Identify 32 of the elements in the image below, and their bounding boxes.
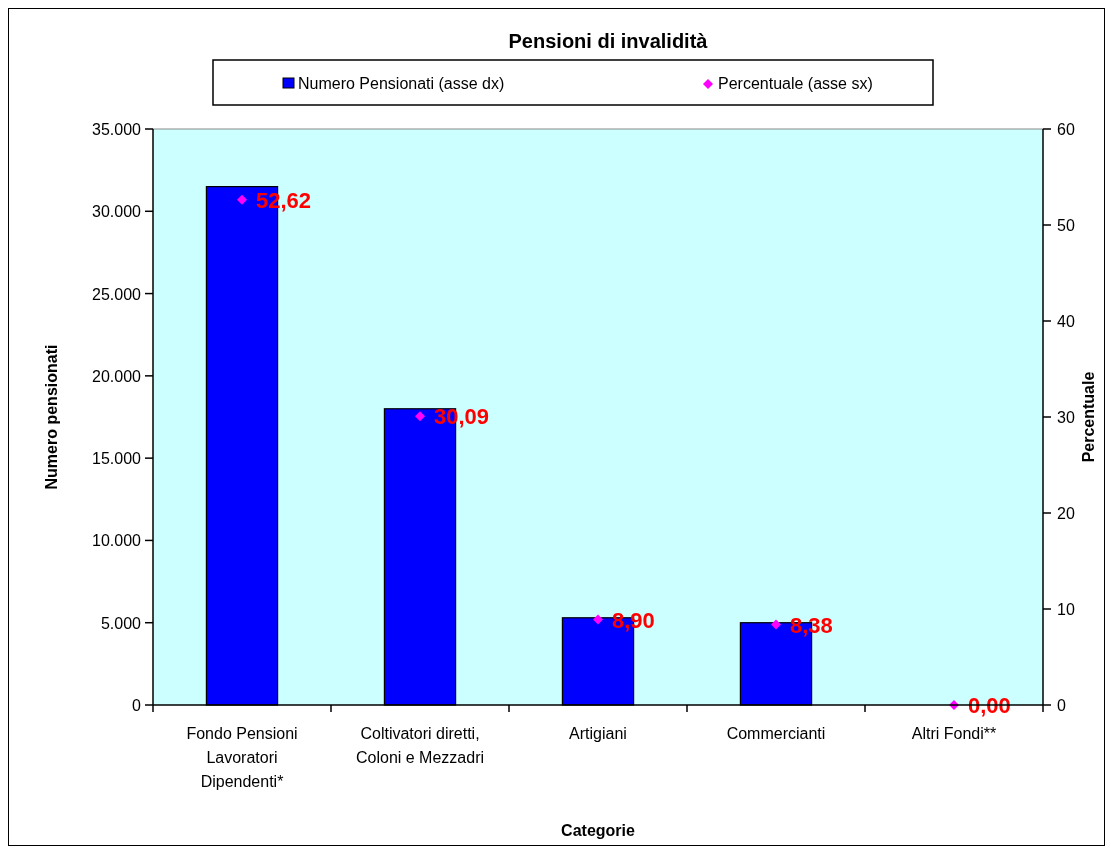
x-tick-label: Artigiani	[569, 725, 627, 742]
y2-tick-label: 20	[1057, 505, 1075, 522]
point	[593, 614, 603, 625]
y-tick-label: 15.000	[92, 450, 142, 468]
y-tick-label: 10.000	[92, 532, 142, 550]
y2-axis-title: Percentuale	[1080, 371, 1097, 463]
y-tick-label: 5.000	[100, 614, 142, 632]
point	[237, 194, 247, 205]
x-tick-label: Fondo Pensioni Lavoratori Dipendenti*	[186, 725, 298, 790]
point	[771, 619, 781, 630]
y-tick-label: 35.000	[92, 121, 142, 138]
chart-title: Pensioni di invalidità	[508, 30, 709, 52]
y2-tick-label: 0	[1057, 697, 1066, 714]
y2-tick-label: 60	[1057, 121, 1075, 138]
x-tick-label: Coltivatori diretti, Coloni e Mezzadri	[355, 725, 485, 766]
y2-tick-label: 30	[1057, 409, 1075, 426]
legend-label: Numero Pensionati (asse dx)	[298, 75, 505, 92]
data-label: 8,38	[790, 612, 833, 638]
y-tick-label: 25.000	[92, 285, 142, 303]
y-tick-label: 20.000	[92, 367, 142, 385]
data-label: 8,90	[612, 607, 655, 633]
y2-tick-label: 40	[1057, 313, 1075, 330]
legend-label: Percentuale (asse sx)	[718, 75, 873, 92]
x-axis-title: Categorie	[561, 822, 635, 839]
y-axis-title: Numero pensionati	[43, 344, 60, 490]
y-tick-label: 0	[132, 697, 142, 714]
point	[415, 411, 425, 422]
y-tick-label: 30.000	[92, 203, 142, 221]
x-tick-label: Commercianti	[726, 725, 826, 742]
y2-tick-label: 10	[1057, 601, 1075, 618]
x-tick-label: Altri Fondi**	[911, 725, 997, 742]
y2-tick-label: 50	[1057, 217, 1075, 234]
